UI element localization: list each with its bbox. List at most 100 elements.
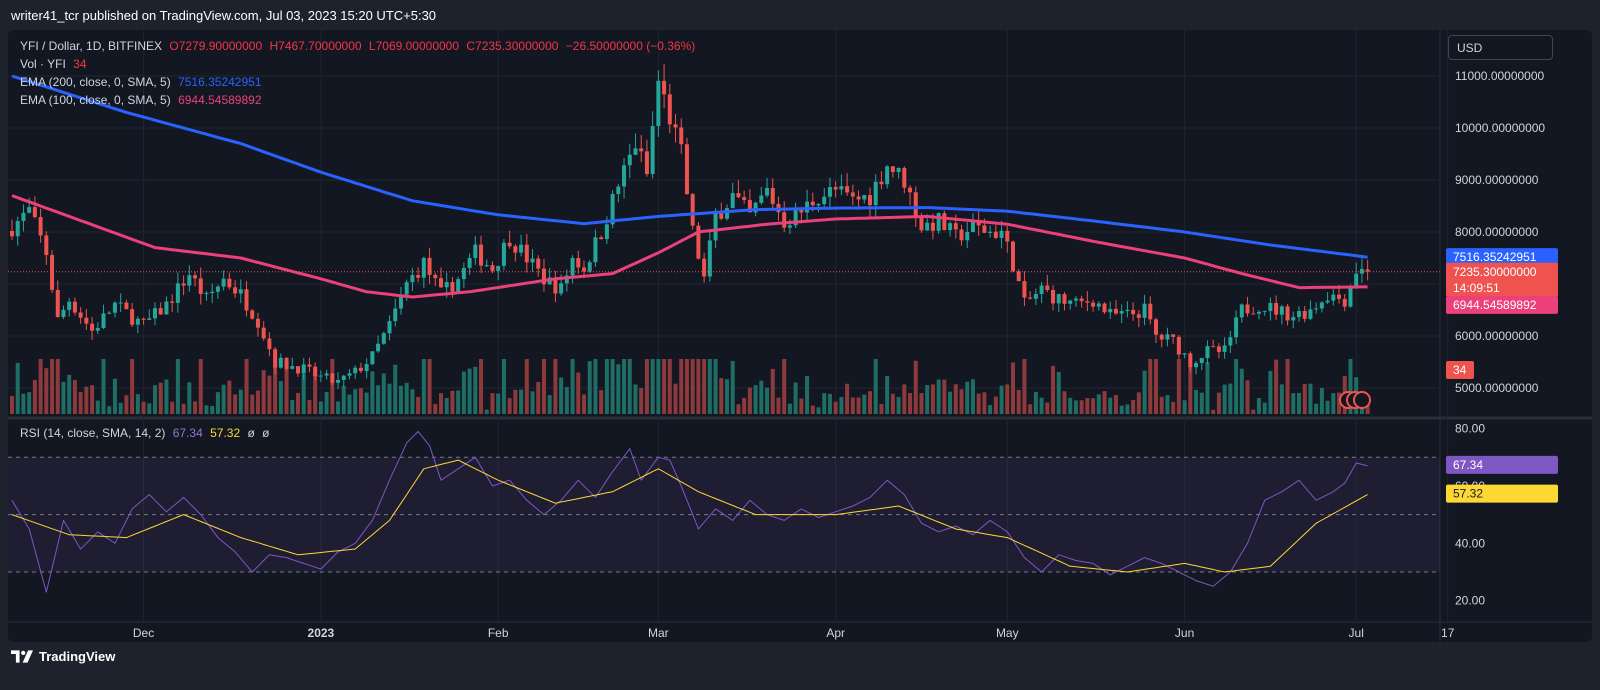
volume-bar [21, 393, 26, 414]
candle-body [587, 262, 592, 272]
candle-body [930, 222, 935, 231]
candle-body [278, 357, 283, 368]
candle-body [879, 181, 884, 185]
volume-bar [1279, 384, 1284, 414]
volume-bar [1073, 400, 1078, 414]
volume-bar [1028, 404, 1033, 414]
volume-bar [267, 375, 272, 414]
volume-bar [1136, 392, 1141, 414]
candle-body [787, 225, 792, 228]
candle-body [805, 201, 810, 213]
volume-bar [610, 359, 615, 414]
volume-bar [130, 359, 135, 414]
volume-bar [398, 385, 403, 414]
candle-body [410, 275, 415, 283]
footer-bar [0, 642, 1600, 690]
volume-bar [484, 409, 489, 414]
volume-bar [450, 390, 455, 414]
candle-body [193, 275, 198, 279]
volume-legend: Vol · YFI 34 [20, 57, 91, 71]
volume-bar [604, 359, 609, 414]
volume-bar [307, 399, 312, 414]
candle-body [650, 126, 655, 175]
volume-bar [553, 359, 558, 414]
volume-bar [147, 403, 152, 414]
tradingview-logo-icon [11, 650, 33, 663]
candle-body [1171, 334, 1176, 337]
candle-body [1251, 313, 1256, 315]
candle-body [1354, 273, 1359, 287]
chart-svg[interactable]: 5000.000000006000.000000007000.000000008… [8, 30, 1592, 642]
candle-body [782, 212, 787, 228]
ema200-line [11, 74, 1368, 259]
candle-body [696, 225, 701, 259]
volume-bar [1068, 397, 1073, 414]
volume-bar [227, 380, 232, 414]
volume-bar [1331, 393, 1336, 414]
candle-body [130, 309, 135, 325]
volume-label[interactable]: Vol · YFI [20, 57, 66, 71]
rsi-label[interactable]: RSI (14, close, SMA, 14, 2) [20, 426, 166, 440]
volume-bar [158, 382, 163, 414]
candle-body [1228, 337, 1233, 346]
currency-selector[interactable]: USD [1448, 35, 1553, 60]
volume-bar [616, 364, 621, 414]
ema100-label[interactable]: EMA (100, close, 0, SMA, 5) [20, 93, 171, 107]
candle-body [318, 375, 323, 377]
candle-body [822, 196, 827, 204]
candle-body [330, 373, 335, 383]
candle-body [1159, 334, 1164, 340]
volume-bar [753, 385, 758, 414]
candle-body [856, 196, 861, 200]
volume-bar [90, 385, 95, 414]
ema200-label[interactable]: EMA (200, close, 0, SMA, 5) [20, 75, 171, 89]
candle-body [1011, 241, 1015, 272]
volume-bar [547, 395, 552, 414]
volume-bar [32, 380, 37, 414]
candle-body [1205, 346, 1210, 359]
candle-body [925, 222, 930, 231]
volume-bar [347, 394, 352, 414]
candle-body [970, 220, 975, 233]
volume-bar [759, 380, 764, 414]
candle-body [353, 367, 358, 374]
candle-body [982, 225, 987, 233]
volume-bar [1239, 368, 1244, 414]
volume-bar [1314, 403, 1319, 414]
candle-body [38, 217, 43, 236]
candle-body [1262, 311, 1267, 313]
volume-bar [765, 387, 770, 414]
volume-bar [364, 392, 369, 414]
candle-body [72, 301, 77, 313]
rsi-ma-price-label-bg [1446, 484, 1558, 503]
chart-panel[interactable]: 5000.000000006000.000000007000.000000008… [8, 30, 1592, 642]
candle-body [44, 235, 49, 256]
candle-body [1274, 303, 1279, 315]
candle-body [112, 302, 117, 313]
volume-bar [816, 407, 821, 414]
candle-body [501, 242, 506, 266]
volume-bar [1256, 398, 1261, 414]
volume-bar [1199, 392, 1204, 414]
volume-bar [95, 400, 100, 414]
tradingview-logo[interactable]: TradingView [11, 649, 115, 664]
candle-body [816, 203, 821, 206]
candle-body [1245, 304, 1250, 314]
candle-body [370, 351, 375, 365]
symbol-label[interactable]: YFI / Dollar, 1D, BITFINEX [20, 39, 163, 53]
volume-bar [78, 392, 83, 414]
candle-body [1348, 286, 1353, 307]
grid-lines [8, 30, 1592, 642]
countdown-label: 14:09:51 [1453, 281, 1500, 295]
candle-body [233, 287, 238, 294]
candle-body [479, 244, 484, 266]
candle-body [210, 291, 215, 294]
rsi-line [11, 431, 1368, 593]
ema200-price-label-bg [1446, 248, 1558, 267]
volume-bar [1245, 380, 1250, 414]
volume-bar [925, 385, 930, 414]
candle-body [1337, 294, 1342, 299]
candle-body [381, 333, 386, 344]
candle-body [1045, 285, 1050, 290]
candle-body [1136, 314, 1141, 318]
